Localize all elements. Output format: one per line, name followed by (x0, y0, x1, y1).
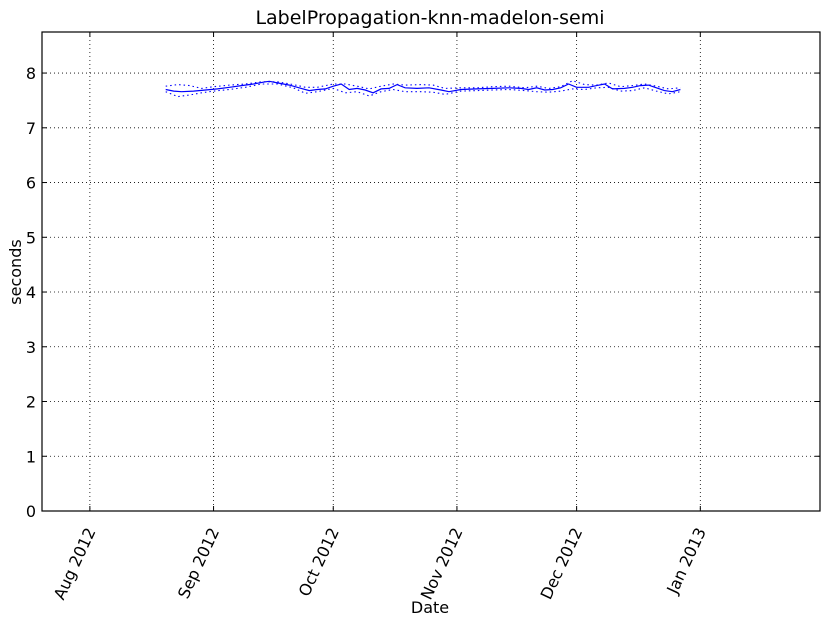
y-tick-label: 4 (26, 283, 36, 302)
series-lines (165, 80, 681, 98)
y-tick-label: 1 (26, 447, 36, 466)
y-tick-label: 7 (26, 119, 36, 138)
plot-area-frame (41, 31, 821, 512)
x-axis-label: Date (411, 598, 449, 617)
y-tick-label: 5 (26, 228, 36, 247)
y-axis-label: seconds (6, 239, 25, 304)
series-line-mean (165, 80, 681, 94)
y-tick-label: 0 (26, 502, 36, 521)
y-tick-label: 2 (26, 393, 36, 412)
y-tick-label: 6 (26, 174, 36, 193)
chart-title: LabelPropagation-knn-madelon-semi (255, 7, 604, 29)
y-tick-label: 3 (26, 338, 36, 357)
y-tick-label: 8 (26, 64, 36, 83)
